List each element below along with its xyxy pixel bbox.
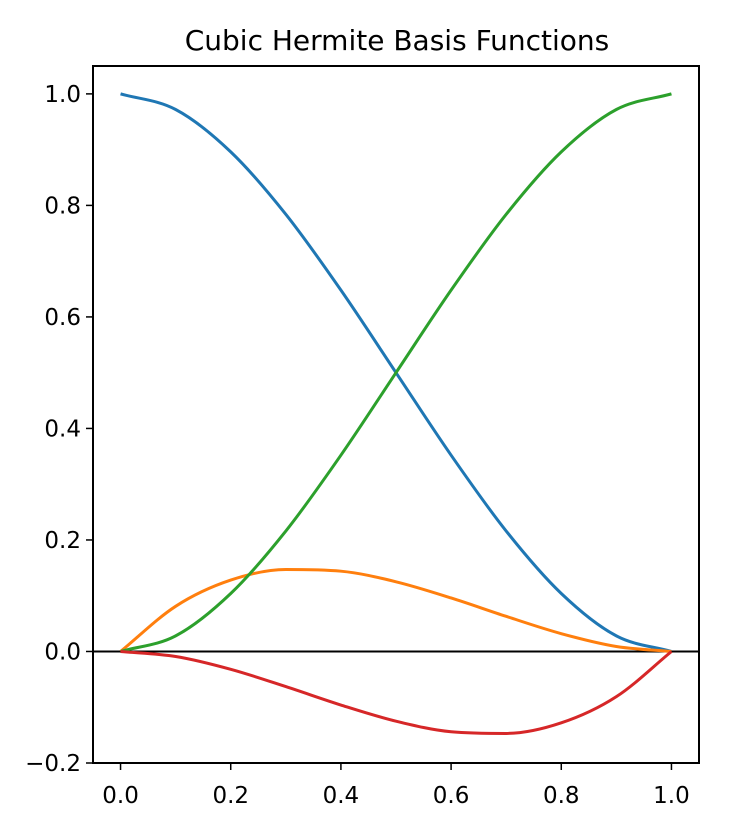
x-tick-label: 0.4 — [323, 783, 360, 809]
series-line-2 — [119, 568, 672, 653]
series-line-3 — [120, 92, 672, 653]
x-tick-label: 1.0 — [653, 783, 690, 809]
y-tick-label: −0.2 — [25, 751, 81, 777]
y-tick-label: 0.8 — [44, 193, 81, 219]
plot-frame — [92, 65, 700, 764]
y-tick-label: 0.2 — [44, 528, 81, 554]
x-axis-ticks: 0.0 0.2 0.4 0.6 0.8 1.0 — [102, 763, 690, 809]
series-lines — [93, 92, 699, 735]
x-tick-label: 0.2 — [212, 783, 249, 809]
chart-title: Cubic Hermite Basis Functions — [185, 24, 610, 57]
x-tick-label: 0.6 — [433, 783, 470, 809]
x-tick-label: 0.0 — [102, 783, 139, 809]
series-line-4 — [120, 649, 673, 735]
y-tick-label: 1.0 — [44, 82, 81, 108]
x-tick-label: 0.8 — [543, 783, 580, 809]
y-tick-label: 0.6 — [44, 305, 81, 331]
y-axis-ticks: −0.2 0.0 0.2 0.4 0.6 0.8 1.0 — [25, 82, 93, 777]
y-tick-label: 0.4 — [44, 416, 81, 442]
y-tick-label: 0.0 — [44, 639, 81, 665]
